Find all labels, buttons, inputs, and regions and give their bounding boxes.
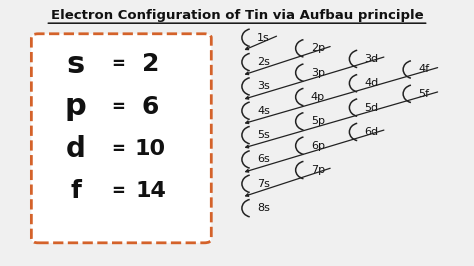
Text: 6: 6 — [142, 94, 159, 119]
Text: 4p: 4p — [311, 92, 325, 102]
FancyBboxPatch shape — [31, 34, 211, 243]
Text: 3d: 3d — [365, 54, 379, 64]
Text: 3p: 3p — [311, 68, 325, 78]
Text: p: p — [65, 92, 87, 121]
Text: 14: 14 — [135, 181, 166, 201]
Text: 7s: 7s — [257, 179, 270, 189]
Text: 6p: 6p — [311, 141, 325, 151]
Text: Electron Configuration of Tin via Aufbau principle: Electron Configuration of Tin via Aufbau… — [51, 9, 423, 22]
Text: =: = — [111, 140, 125, 158]
Text: =: = — [111, 98, 125, 115]
Text: 4d: 4d — [365, 78, 379, 88]
Text: s: s — [67, 50, 85, 79]
Text: 4f: 4f — [419, 64, 429, 74]
Text: 3s: 3s — [257, 81, 270, 92]
Text: d: d — [66, 135, 86, 163]
Text: 5d: 5d — [365, 103, 379, 113]
Text: 2s: 2s — [257, 57, 270, 67]
Text: 5s: 5s — [257, 130, 270, 140]
Text: 2: 2 — [142, 52, 159, 76]
Text: 5f: 5f — [419, 89, 429, 99]
Text: 8s: 8s — [257, 203, 270, 213]
Text: 4s: 4s — [257, 106, 270, 116]
Text: =: = — [111, 182, 125, 200]
Text: 6s: 6s — [257, 155, 270, 164]
Text: 10: 10 — [135, 139, 166, 159]
Text: 1s: 1s — [257, 33, 270, 43]
Text: =: = — [111, 55, 125, 73]
Text: f: f — [70, 179, 81, 203]
Text: 5p: 5p — [311, 116, 325, 126]
Text: 7p: 7p — [311, 165, 325, 175]
Text: 6d: 6d — [365, 127, 379, 137]
Text: 2p: 2p — [311, 43, 325, 53]
